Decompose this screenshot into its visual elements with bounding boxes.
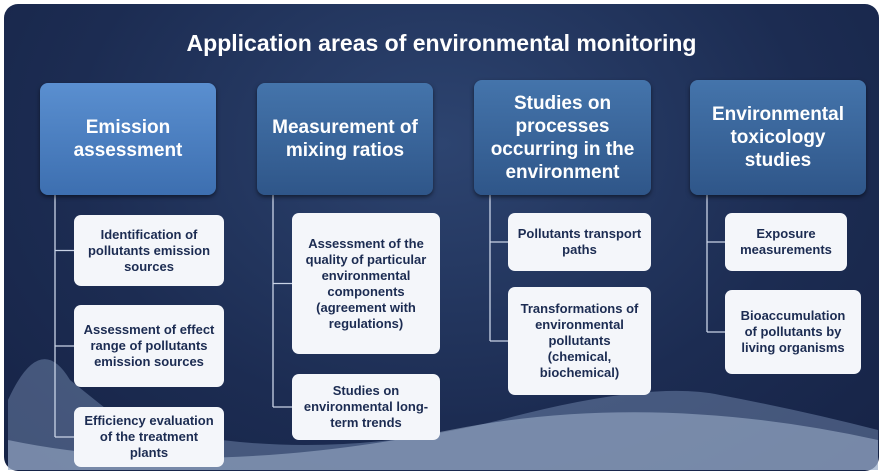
column-header: Studies on processes occurring in the en… [474, 80, 651, 195]
item-box: Identification of pollutants emission so… [74, 215, 224, 286]
item-box: Exposure measurements [725, 213, 847, 271]
diagram: Application areas of environmental monit… [0, 0, 883, 475]
column-header: Emission assessment [40, 83, 216, 195]
item-box: Bioaccumulation of pollutants by living … [725, 290, 861, 374]
item-box: Studies on environmental long-term trend… [292, 374, 440, 440]
item-box: Pollutants transport paths [508, 213, 651, 271]
item-box: Assessment of effect range of pollutants… [74, 305, 224, 387]
title: Application areas of environmental monit… [0, 30, 883, 57]
item-box: Assessment of the quality of particular … [292, 213, 440, 354]
item-box: Efficiency evaluation of the treatment p… [74, 407, 224, 467]
column-header: Environmental toxicology studies [690, 80, 866, 195]
item-box: Transformations of environmental polluta… [508, 287, 651, 395]
column-header: Measurement of mixing ratios [257, 83, 433, 195]
